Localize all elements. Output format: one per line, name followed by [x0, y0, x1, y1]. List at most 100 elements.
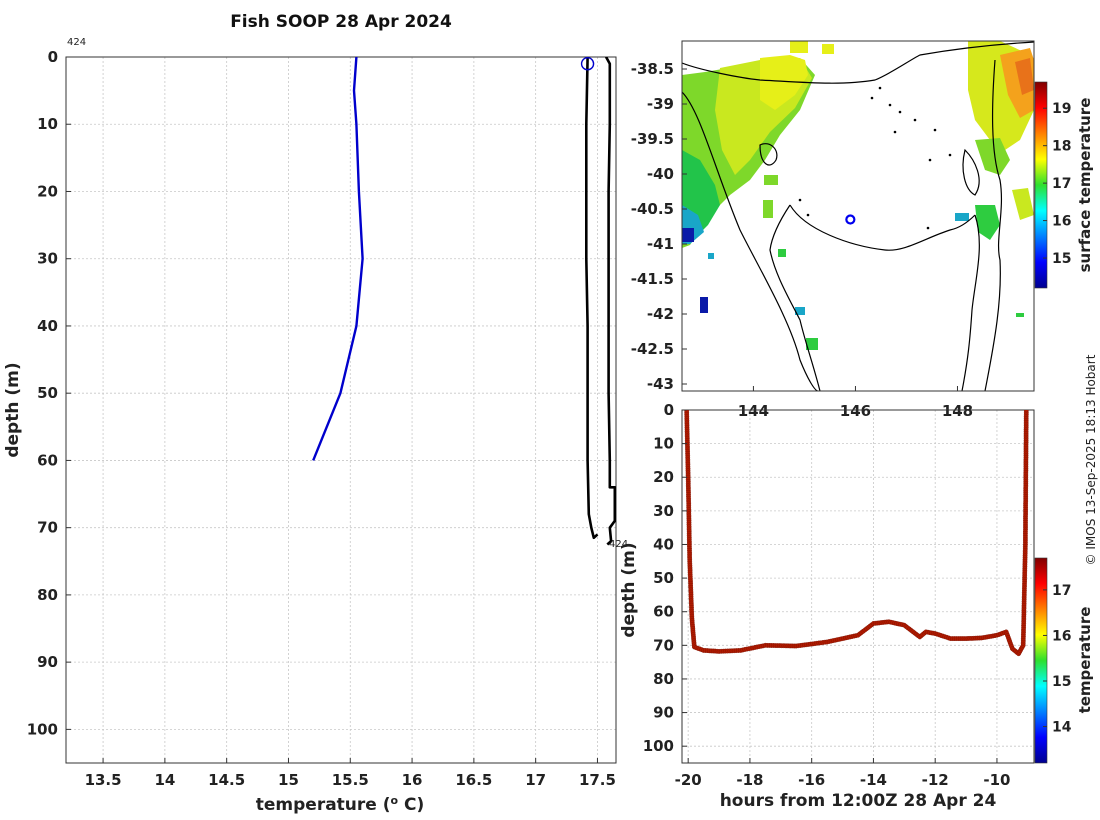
- climatology-profile-line: [312, 57, 364, 461]
- map-y-tick-label: -40.5: [631, 200, 674, 218]
- map-colorbar: [1034, 81, 1048, 289]
- right-y-tick-label: 100: [643, 737, 674, 755]
- right-y-tick-label: 80: [653, 670, 674, 688]
- map-y-tick-label: -41: [647, 235, 674, 253]
- left-x-tick-label: 17: [525, 771, 546, 789]
- left-x-tick-label: 16: [402, 771, 423, 789]
- islands-dots: [798, 86, 952, 230]
- victoria-coast: [682, 41, 1034, 84]
- left-x-tick-label: 13.5: [85, 771, 122, 789]
- map-y-tick-label: -41.5: [631, 270, 674, 288]
- left-y-tick-label: 10: [37, 115, 58, 133]
- left-x-tick-label: 14.5: [208, 771, 245, 789]
- sst-patch-bass-blue: [700, 297, 708, 313]
- left-xlabel-unit: C): [398, 795, 424, 815]
- left-y-tick-label: 50: [37, 384, 58, 402]
- sst-patch-small-cyan2: [708, 253, 714, 259]
- map-colorbar-tick-label: 18: [1052, 139, 1071, 155]
- sst-patch-east-green2: [975, 205, 1000, 240]
- right-y-tick-label: 50: [653, 569, 674, 587]
- map-y-tick-label: -38.5: [631, 60, 674, 78]
- left-y-tick-label: 70: [37, 519, 58, 537]
- isobath-east: [984, 59, 1003, 391]
- right-x-axis-label: hours from 12:00Z 28 Apr 24: [720, 791, 997, 811]
- map-y-tick-label: -42: [647, 305, 674, 323]
- map-y-tick-label: -39.5: [631, 130, 674, 148]
- sst-patch-small-green2: [778, 249, 786, 257]
- map-x-tick-label: 144: [738, 402, 769, 420]
- left-xlabel-text: temperature (: [256, 795, 391, 815]
- observed-profile-line-2: [604, 57, 616, 546]
- map-content: [682, 41, 1034, 391]
- sst-patch-east-darkorange: [1015, 58, 1034, 95]
- time-colorbar-tick-label: 14: [1052, 720, 1072, 736]
- left-y-tick-label: 30: [37, 250, 58, 268]
- left-plot-frame: [65, 56, 617, 764]
- left-y-axis-label: depth (m): [3, 362, 23, 457]
- right-y-tick-label: 60: [653, 603, 674, 621]
- sst-patch-small-green5: [1016, 313, 1024, 317]
- right-x-tick-label: -14: [860, 771, 887, 789]
- map-y-tick-label: -43: [647, 375, 674, 393]
- left-xlabel-degree: o: [391, 794, 399, 807]
- map-colorbar-tick-label: 16: [1052, 214, 1071, 230]
- sst-patches: [682, 41, 1034, 350]
- left-x-tick-label: 15.5: [332, 771, 369, 789]
- tasmania-west-coast: [769, 204, 821, 391]
- imos-credit: © IMOS 13-Sep-2025 18:13 Hobart: [1084, 354, 1098, 565]
- right-grid: [682, 409, 1034, 763]
- chart-title: Fish SOOP 28 Apr 2024: [230, 12, 452, 32]
- map-y-tick-label: -39: [647, 95, 674, 113]
- map-colorbar-ticks: 15 16 17 18 19: [1043, 101, 1071, 267]
- left-y-tick-label: 20: [37, 182, 58, 200]
- sst-patch-west-yellow: [760, 55, 808, 110]
- left-y-tick-label: 60: [37, 451, 58, 469]
- sst-patch-small-green4: [763, 200, 773, 218]
- left-x-tick-label: 16.5: [455, 771, 492, 789]
- map-colorbar-tick-label: 17: [1052, 176, 1071, 192]
- time-colorbar: [1034, 557, 1048, 764]
- profile-id-annotation-bottom: 424: [609, 539, 628, 550]
- left-x-tick-label: 17.5: [579, 771, 616, 789]
- left-series-group: [312, 57, 616, 546]
- tasmania-east-coast: [961, 214, 980, 391]
- right-y-axis-label: depth (m): [619, 542, 639, 637]
- isobath-west: [682, 91, 819, 391]
- map-frame: [681, 40, 1035, 392]
- right-y-tick-label: 0: [664, 401, 674, 419]
- left-x-tick-label: 15: [278, 771, 299, 789]
- map-y-tick-label: -42.5: [631, 340, 674, 358]
- sst-patch-small-green: [806, 338, 818, 350]
- observed-profile-line-1: [584, 57, 599, 540]
- sst-patch-north2: [822, 44, 834, 54]
- left-y-tick-label: 90: [37, 653, 58, 671]
- right-series-group: [684, 410, 1029, 657]
- map-position-marker: [845, 214, 856, 225]
- left-y-tick-label: 80: [37, 586, 58, 604]
- sst-patch-east-cyan: [955, 213, 969, 221]
- left-grid: [66, 56, 616, 763]
- right-x-tick-label: -18: [736, 771, 763, 789]
- map-x-tick-label: 146: [840, 402, 871, 420]
- profile-id-annotation: 424: [67, 37, 86, 48]
- right-x-tick-label: -10: [983, 771, 1010, 789]
- map-colorbar-label: surface temperature: [1076, 98, 1094, 273]
- time-colorbar-tick-label: 16: [1052, 628, 1071, 644]
- right-y-tick-label: 40: [653, 535, 674, 553]
- right-x-tick-label: -12: [922, 771, 949, 789]
- right-plot-frame: [681, 409, 1035, 764]
- tasmania-north-coast: [789, 204, 976, 251]
- map-y-tick-label: -40: [647, 165, 674, 183]
- map-colorbar-tick-label: 15: [1052, 251, 1071, 267]
- time-colorbar-ticks: 14 15 16 17: [1043, 583, 1072, 736]
- right-x-tick-label: -16: [798, 771, 825, 789]
- right-y-tick-label: 90: [653, 704, 674, 722]
- sst-patch-small-cyan: [795, 307, 805, 315]
- right-y-tick-label: 20: [653, 468, 674, 486]
- left-x-tick-label: 14: [154, 771, 175, 789]
- profile-start-marker: [580, 57, 595, 71]
- king-island: [759, 143, 778, 166]
- sst-patch-north: [790, 41, 808, 53]
- right-ticks: -20 -18 -16 -14 -12 -10 0 10 20 30 40 50 60 70 80 90 100: [643, 401, 1011, 789]
